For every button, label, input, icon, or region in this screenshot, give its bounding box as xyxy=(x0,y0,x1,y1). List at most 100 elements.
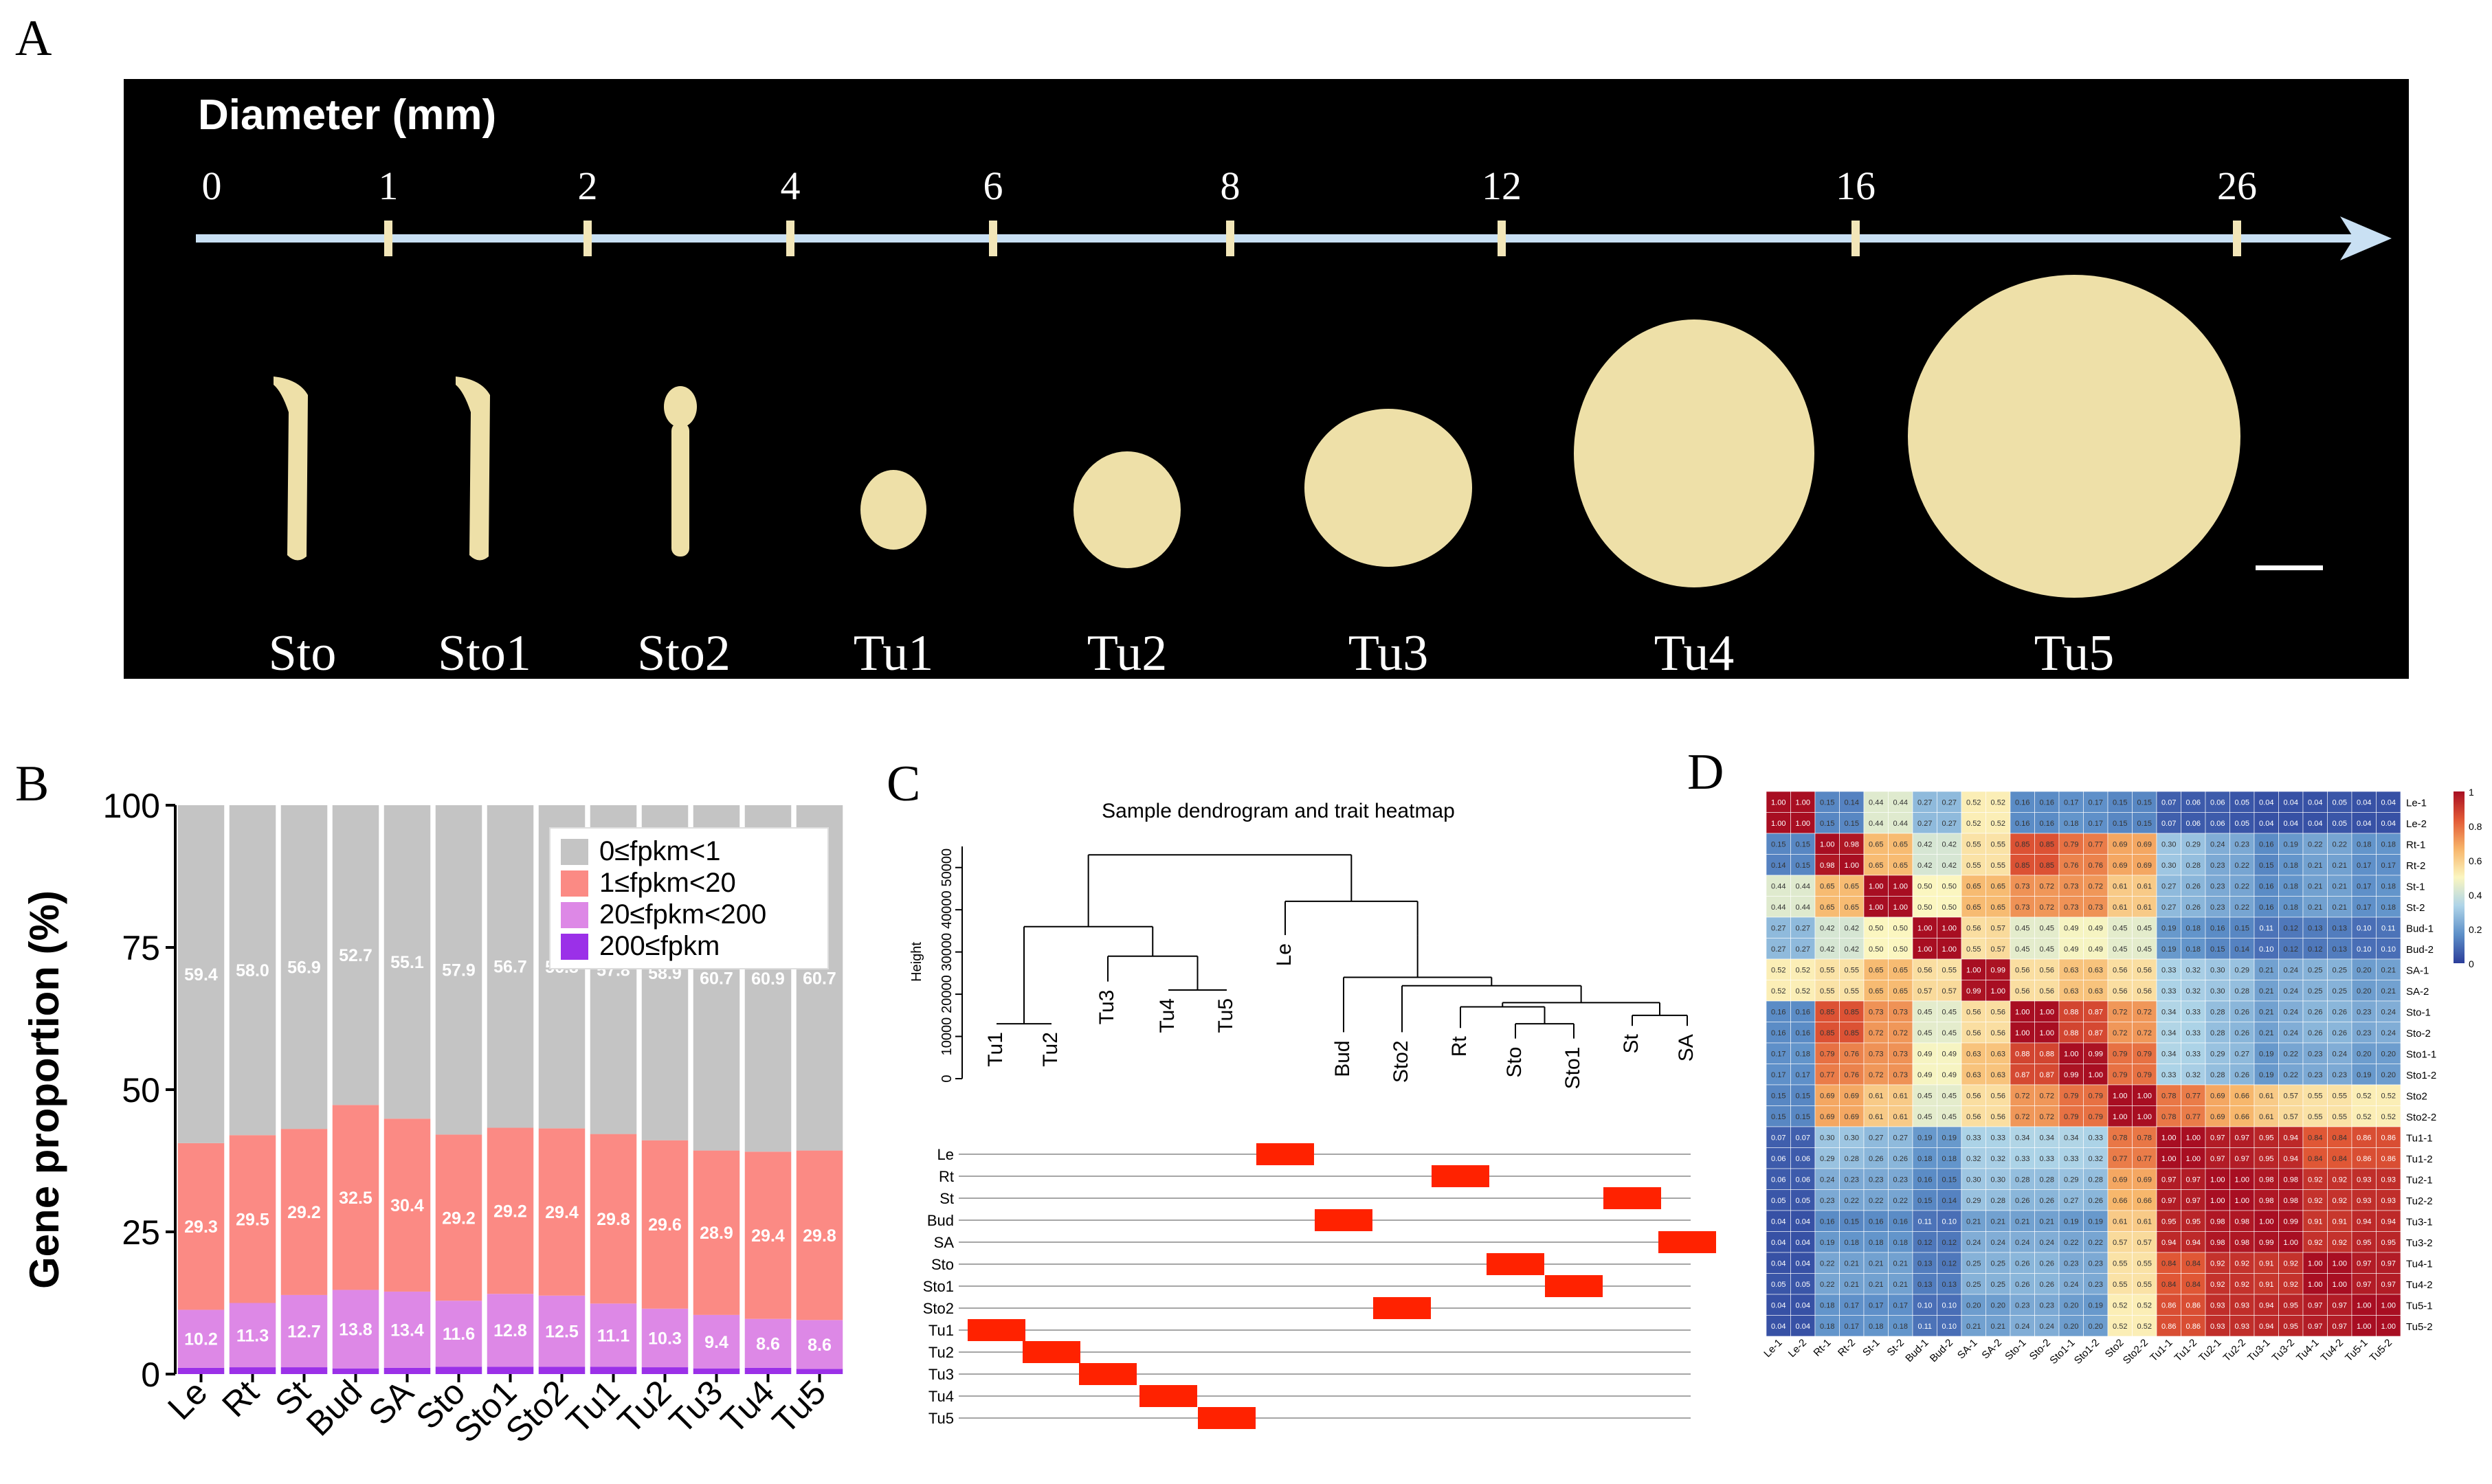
heatmap-cell xyxy=(2107,1315,2133,1337)
heatmap-cell-value: 0.55 xyxy=(2333,1113,2347,1121)
heatmap-cell-value: 1.00 xyxy=(2210,1176,2225,1184)
bar-segment xyxy=(693,1314,740,1369)
heatmap-cell-value: 0.26 xyxy=(2089,1197,2103,1205)
heatmap-cell-value: 0.16 xyxy=(1771,1029,1785,1037)
heatmap-cell-value: 0.24 xyxy=(2064,1281,2078,1289)
heatmap-cell-value: 0.21 xyxy=(2259,987,2273,996)
heatmap-cell xyxy=(2181,1252,2206,1274)
heatmap-cell xyxy=(2156,1231,2181,1253)
heatmap-cell xyxy=(2327,1210,2352,1232)
heatmap-cell-value: 0.72 xyxy=(1869,1029,1883,1037)
bar-segment xyxy=(383,805,431,1119)
heatmap-cell-value: 0.17 xyxy=(1771,1071,1785,1079)
heatmap-cell-value: 0.15 xyxy=(2259,862,2273,870)
heatmap-cell xyxy=(2327,791,2352,813)
heatmap-cell-value: 0.05 xyxy=(2235,798,2249,807)
heatmap-cell xyxy=(1985,1126,2011,1148)
heatmap-cell-value: 0.15 xyxy=(2137,798,2152,807)
heatmap-cell-value: 0.15 xyxy=(1820,820,1834,828)
heatmap-cell-value: 1.00 xyxy=(2186,1155,2201,1163)
axis-tick-mark xyxy=(1851,221,1860,256)
heatmap-cell-value: 0.21 xyxy=(2333,862,2347,870)
heatmap-cell xyxy=(1839,958,1865,980)
legend-entry: 0≤fpkm<1 xyxy=(599,836,720,866)
heatmap-cell xyxy=(1912,1042,1937,1064)
bar-value-label: 29.8 xyxy=(803,1226,836,1246)
bar-segment xyxy=(487,1294,534,1367)
heatmap-row-label: Tu1-2 xyxy=(2406,1154,2433,1165)
bar-value-label: 58.0 xyxy=(236,961,269,980)
heatmap-cell-value: 0.94 xyxy=(2259,1301,2273,1309)
heatmap-cell-value: 0.79 xyxy=(2089,1113,2103,1121)
heatmap-cell xyxy=(2229,791,2255,813)
scale-bar xyxy=(2256,565,2323,570)
heatmap-cell xyxy=(2205,1231,2230,1253)
heatmap-cell xyxy=(2376,1064,2401,1086)
axis-tick-mark xyxy=(989,221,997,256)
heatmap-cell-value: 0.23 xyxy=(2357,1029,2371,1037)
heatmap-cell xyxy=(1937,1231,1962,1253)
heatmap-cell-value: 0.52 xyxy=(2113,1301,2127,1309)
heatmap-cell xyxy=(2010,1168,2035,1190)
heatmap-cell-value: 0.25 xyxy=(1991,1281,2005,1289)
heatmap-cell xyxy=(2132,1042,2157,1064)
heatmap-cell xyxy=(1766,1273,1791,1295)
bar-value-label: 13.4 xyxy=(390,1320,424,1340)
heatmap-cell xyxy=(2058,896,2084,918)
bar-segment xyxy=(280,1294,328,1368)
heatmap-cell-value: 0.28 xyxy=(2015,1176,2029,1184)
heatmap-cell-value: 0.52 xyxy=(2357,1092,2371,1100)
heatmap-cell-value: 0.15 xyxy=(1820,798,1834,807)
heatmap-cell-value: 0.98 xyxy=(2284,1197,2298,1205)
heatmap-cell xyxy=(2181,812,2206,834)
legend-tick-label: 0 xyxy=(2469,958,2474,969)
heatmap-cell-value: 0.61 xyxy=(2259,1092,2273,1100)
heatmap-cell-value: 0.10 xyxy=(2357,945,2371,954)
heatmap-cell-value: 0.44 xyxy=(1771,903,1785,912)
heatmap-cell xyxy=(1985,1210,2011,1232)
heatmap-cell-value: 0.20 xyxy=(2357,1050,2371,1058)
trait-row-label: Sto2 xyxy=(923,1300,954,1317)
heatmap-cell-value: 0.23 xyxy=(2089,1281,2103,1289)
heatmap-cell-value: 1.00 xyxy=(2113,1113,2127,1121)
heatmap-cell-value: 0.20 xyxy=(1966,1301,1981,1309)
heatmap-cell-value: 0.61 xyxy=(2137,882,2152,890)
heatmap-cell-value: 0.86 xyxy=(2186,1301,2201,1309)
heatmap-cell xyxy=(1888,854,1913,876)
heatmap-cell xyxy=(2083,1231,2109,1253)
heatmap-cell xyxy=(2181,896,2206,918)
trait-row-label: Le xyxy=(937,1146,954,1163)
heatmap-row-label: Bud-1 xyxy=(2406,923,2434,934)
heatmap-cell xyxy=(1985,1231,2011,1253)
heatmap-cell-value: 0.98 xyxy=(2235,1239,2249,1247)
heatmap-cell xyxy=(2181,1294,2206,1316)
heatmap-cell-value: 0.65 xyxy=(1820,882,1834,890)
heatmap-cell-value: 0.91 xyxy=(2259,1259,2273,1268)
heatmap-cell-value: 0.34 xyxy=(2161,1008,2176,1016)
heatmap-cell xyxy=(2083,1168,2109,1190)
heatmap-cell xyxy=(2254,1168,2279,1190)
heatmap-cell-value: 0.12 xyxy=(1942,1259,1957,1268)
heatmap-cell-value: 0.18 xyxy=(2064,820,2078,828)
legend-tick-label: 0.8 xyxy=(2469,821,2482,832)
bar-segment xyxy=(590,1367,637,1374)
legend-tick-label: 0.2 xyxy=(2469,924,2482,935)
heatmap-cell xyxy=(2254,1294,2279,1316)
heatmap-cell-value: 0.17 xyxy=(1845,1301,1859,1309)
heatmap-cell xyxy=(1912,1022,1937,1044)
heatmap-cell-value: 0.55 xyxy=(2113,1281,2127,1289)
bar-segment xyxy=(229,1303,276,1368)
heatmap-cell xyxy=(1814,1315,1840,1337)
heatmap-cell-value: 1.00 xyxy=(2357,1323,2371,1331)
heatmap-cell xyxy=(2083,833,2109,855)
heatmap-cell xyxy=(2302,958,2328,980)
heatmap-cell xyxy=(1814,875,1840,897)
bar-segment xyxy=(332,1368,379,1374)
heatmap-cell xyxy=(1961,1000,1986,1022)
heatmap-cell-value: 0.19 xyxy=(2064,1217,2078,1226)
heatmap-cell-value: 0.94 xyxy=(2259,1323,2273,1331)
heatmap-cell xyxy=(2229,812,2255,834)
heatmap-cell-value: 0.93 xyxy=(2357,1197,2371,1205)
heatmap-cell xyxy=(1814,896,1840,918)
heatmap-cell-value: 0.56 xyxy=(2113,987,2127,996)
